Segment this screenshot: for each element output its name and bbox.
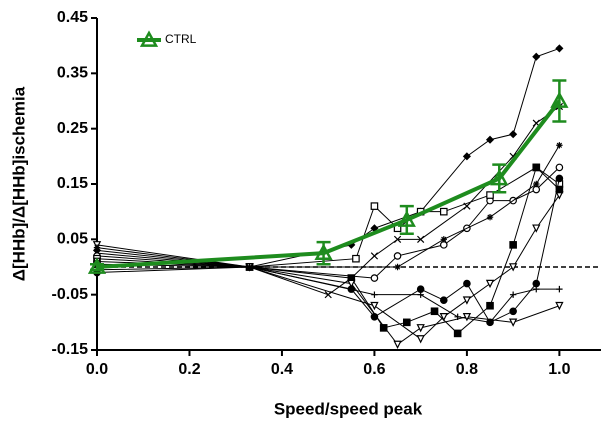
- marker: [508, 318, 518, 327]
- marker: [462, 296, 472, 305]
- marker: [379, 324, 388, 332]
- marker: [533, 180, 540, 188]
- marker: [463, 279, 471, 288]
- marker: [370, 202, 379, 210]
- y-tick-label: 0.05: [57, 231, 88, 248]
- marker: [485, 135, 495, 144]
- x-axis-label: Speed/speed peak: [274, 399, 423, 418]
- x-tick-label: 0.4: [271, 361, 293, 378]
- marker: [417, 235, 425, 243]
- x-tick-label: 0.0: [86, 361, 108, 378]
- marker: [485, 279, 495, 289]
- marker: [486, 214, 494, 221]
- x-tick-label: 0.8: [456, 361, 478, 378]
- marker: [439, 296, 448, 305]
- marker: [556, 142, 563, 149]
- x-tick-label: 0.2: [178, 361, 200, 378]
- marker: [532, 163, 541, 172]
- marker: [532, 52, 541, 61]
- marker: [370, 274, 379, 282]
- marker: [555, 163, 564, 172]
- marker: [416, 285, 425, 293]
- marker: [439, 241, 448, 249]
- marker: [394, 263, 401, 271]
- marker: [314, 243, 333, 261]
- marker: [509, 130, 518, 139]
- marker: [347, 279, 356, 289]
- marker: [440, 236, 447, 243]
- y-tick-label: -0.15: [52, 341, 89, 358]
- series-line: [96, 47, 560, 268]
- marker: [416, 324, 425, 333]
- y-tick-label: 0.25: [57, 120, 88, 137]
- marker: [555, 174, 564, 183]
- x-tick-label: 0.6: [363, 361, 385, 378]
- marker: [416, 335, 425, 344]
- marker: [393, 340, 402, 350]
- marker: [490, 168, 509, 186]
- marker: [453, 329, 462, 338]
- series-line: [96, 145, 560, 268]
- marker: [509, 241, 517, 249]
- marker: [555, 185, 564, 194]
- marker: [556, 285, 563, 293]
- error-bar: [552, 79, 567, 123]
- marker: [393, 235, 402, 243]
- legend-label: CTRL: [165, 32, 197, 46]
- marker: [486, 301, 494, 310]
- series-line: [96, 167, 560, 279]
- marker: [93, 244, 101, 251]
- series-line: [96, 244, 560, 346]
- marker: [87, 257, 107, 274]
- marker: [370, 301, 379, 311]
- marker: [139, 30, 159, 47]
- marker: [532, 185, 541, 194]
- marker: [555, 44, 564, 53]
- marker: [439, 207, 448, 216]
- marker: [393, 252, 402, 260]
- marker: [462, 313, 472, 322]
- marker: [439, 313, 448, 322]
- marker: [246, 263, 253, 271]
- y-tick-label: 0.45: [57, 9, 88, 26]
- marker: [509, 307, 517, 316]
- y-tick-label: 0.35: [57, 65, 88, 82]
- marker: [508, 263, 518, 272]
- marker: [397, 210, 416, 227]
- marker: [370, 252, 379, 260]
- marker: [462, 152, 471, 161]
- marker: [550, 91, 569, 108]
- marker: [352, 254, 360, 263]
- marker: [430, 307, 439, 316]
- marker: [532, 224, 541, 233]
- x-tick-label: 1.0: [548, 361, 570, 378]
- marker: [509, 291, 517, 298]
- marker: [532, 279, 541, 288]
- marker: [371, 291, 378, 298]
- marker: [555, 301, 564, 311]
- y-tick-label: -0.05: [52, 286, 89, 303]
- marker: [402, 318, 411, 327]
- series-line: [96, 194, 560, 340]
- y-tick-label: 0.15: [57, 175, 88, 192]
- marker: [486, 191, 494, 199]
- y-axis-label: Δ[HHb]/Δ[HHb]ischemia: [9, 86, 28, 281]
